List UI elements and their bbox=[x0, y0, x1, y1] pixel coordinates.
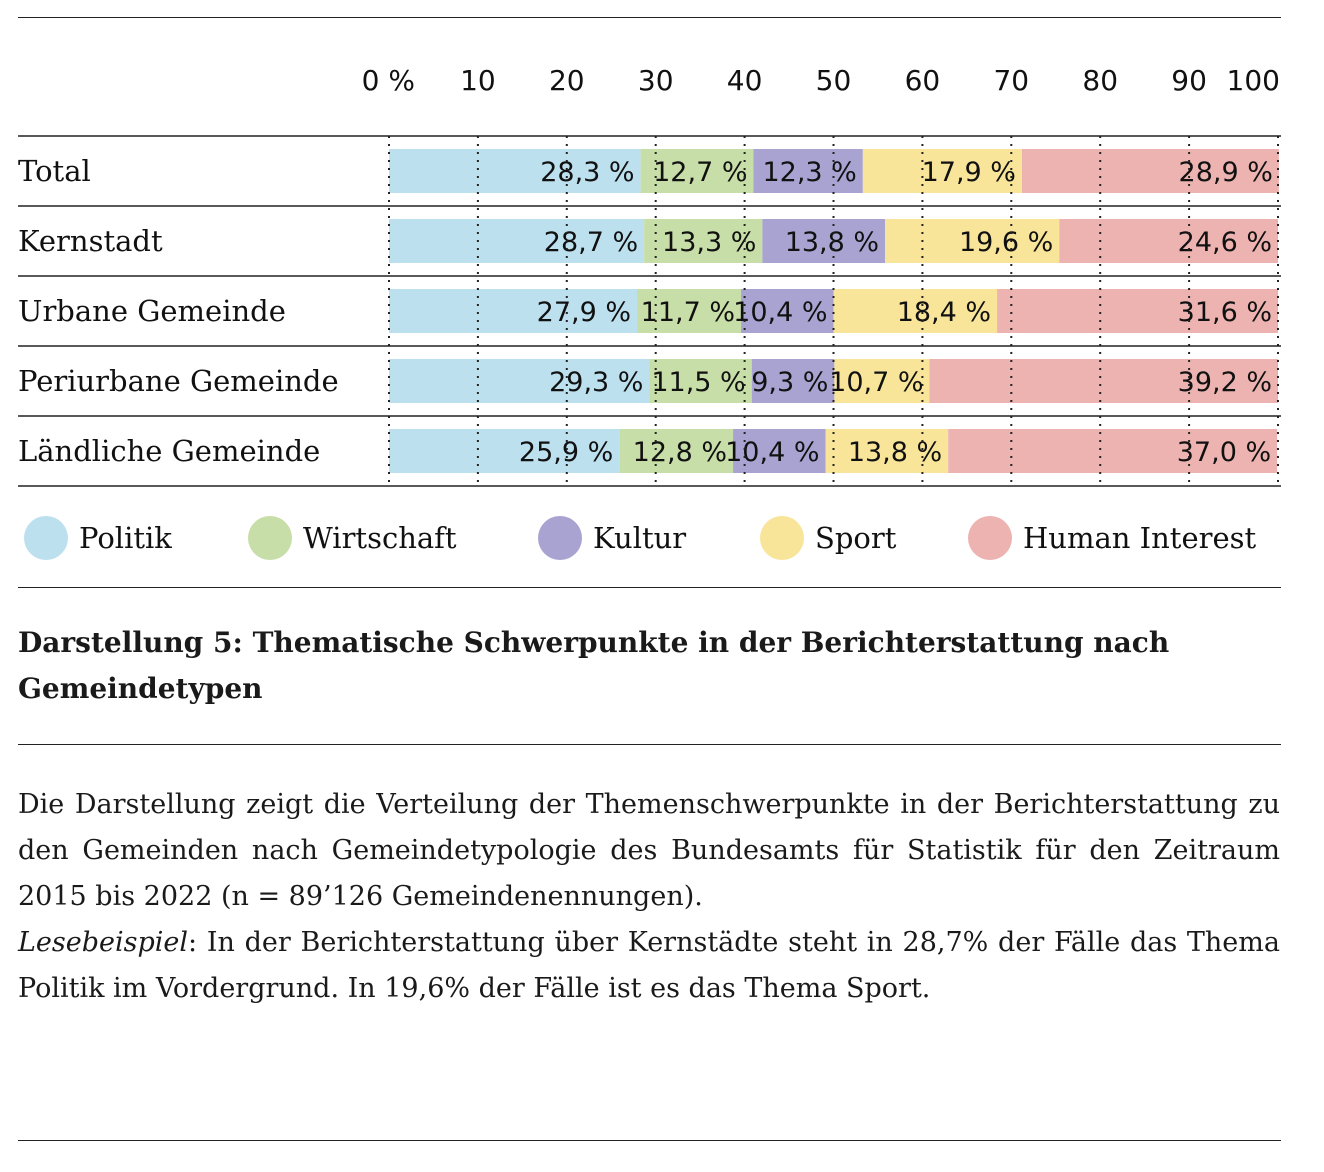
legend-label: Sport bbox=[815, 521, 897, 555]
data-label: 27,9 % bbox=[537, 297, 631, 328]
data-label: 11,5 % bbox=[651, 367, 745, 398]
bar-segment bbox=[644, 219, 763, 263]
description-paragraph: Die Darstellung zeigt die Verteilung der… bbox=[18, 789, 1280, 912]
data-label: 29,3 % bbox=[549, 367, 643, 398]
stacked-bar-chart: 0 % 10 20 30 40 50 60 70 80 90 100 Total 28,3 % 12,7 … bbox=[18, 64, 1281, 560]
category-label: Ländliche Gemeinde bbox=[18, 434, 320, 468]
category-label: Urbane Gemeinde bbox=[18, 294, 286, 328]
bar-segment bbox=[649, 359, 752, 403]
x-tick-label: 90 bbox=[1171, 64, 1207, 97]
reading-example: Lesebeispiel: In der Berichterstattung ü… bbox=[18, 920, 1280, 1012]
reading-example-label: Lesebeispiel bbox=[18, 927, 189, 958]
chart-bottom-rule bbox=[18, 587, 1281, 588]
legend-swatch bbox=[538, 516, 582, 560]
legend-label: Wirtschaft bbox=[303, 521, 457, 555]
data-label: 12,8 % bbox=[633, 437, 727, 468]
data-label: 19,6 % bbox=[959, 227, 1053, 258]
bar-segment bbox=[389, 429, 620, 473]
bar-segment bbox=[885, 219, 1060, 263]
legend-swatch bbox=[248, 516, 292, 560]
bar-segment bbox=[833, 289, 998, 333]
x-tick-label: 40 bbox=[727, 64, 763, 97]
bar-segment bbox=[741, 289, 834, 333]
bar-segment bbox=[751, 359, 835, 403]
bottom-rule bbox=[18, 1140, 1281, 1141]
reading-example-text: : In der Berichterstattung über Kernstäd… bbox=[18, 927, 1280, 1004]
bar-segment bbox=[619, 429, 734, 473]
data-label: 12,3 % bbox=[762, 157, 856, 188]
bar-segment bbox=[753, 149, 863, 193]
x-tick-label: 100 bbox=[1227, 64, 1280, 97]
legend-label: Politik bbox=[79, 521, 172, 555]
data-label: 31,6 % bbox=[1178, 297, 1272, 328]
category-label: Kernstadt bbox=[18, 224, 163, 258]
x-tick-label: 60 bbox=[905, 64, 941, 97]
data-label: 17,9 % bbox=[922, 157, 1016, 188]
figure-caption: Darstellung 5: Thematische Schwerpunkte … bbox=[18, 626, 1170, 705]
legend-label: Human Interest bbox=[1023, 521, 1257, 555]
data-label: 28,7 % bbox=[544, 227, 638, 258]
bar-segment bbox=[640, 149, 754, 193]
data-label: 10,4 % bbox=[733, 297, 827, 328]
legend-swatch bbox=[24, 516, 68, 560]
bar-segment bbox=[762, 219, 886, 263]
x-tick-label: 50 bbox=[816, 64, 852, 97]
data-label: 13,8 % bbox=[848, 437, 942, 468]
data-label: 9,3 % bbox=[751, 367, 828, 398]
legend-swatch bbox=[760, 516, 804, 560]
x-tick-label: 80 bbox=[1082, 64, 1118, 97]
bar-segment bbox=[825, 429, 949, 473]
caption-bottom-rule bbox=[18, 744, 1281, 745]
bar-segment bbox=[862, 149, 1022, 193]
data-label: 25,9 % bbox=[519, 437, 613, 468]
bar-segment bbox=[948, 429, 1278, 473]
bar-segment bbox=[1021, 149, 1279, 193]
x-tick-label: 30 bbox=[638, 64, 674, 97]
legend-label: Kultur bbox=[593, 521, 686, 555]
data-label: 12,7 % bbox=[653, 157, 747, 188]
bar-segment bbox=[637, 289, 742, 333]
bar-segment bbox=[929, 359, 1278, 403]
figure-description: Die Darstellung zeigt die Verteilung der… bbox=[18, 782, 1280, 1012]
bar-segment bbox=[1059, 219, 1278, 263]
x-tick-label: 0 % bbox=[362, 64, 415, 97]
category-label: Periurbane Gemeinde bbox=[18, 364, 339, 398]
data-label: 28,9 % bbox=[1179, 157, 1273, 188]
data-label: 10,7 % bbox=[829, 367, 923, 398]
data-label: 39,2 % bbox=[1178, 367, 1272, 398]
bar-segment bbox=[389, 359, 650, 403]
top-rule bbox=[18, 17, 1281, 18]
x-tick-label: 70 bbox=[993, 64, 1029, 97]
data-label: 24,6 % bbox=[1178, 227, 1272, 258]
bar-segment bbox=[389, 289, 638, 333]
x-tick-label: 10 bbox=[460, 64, 496, 97]
data-label: 28,3 % bbox=[540, 157, 634, 188]
bar-segment bbox=[389, 149, 641, 193]
data-label: 13,3 % bbox=[662, 227, 756, 258]
bar-segment bbox=[834, 359, 930, 403]
bar-segment bbox=[997, 289, 1278, 333]
data-label: 37,0 % bbox=[1177, 437, 1271, 468]
data-label: 13,8 % bbox=[785, 227, 879, 258]
category-label: Total bbox=[18, 154, 91, 188]
bar-segment bbox=[733, 429, 826, 473]
data-label: 10,4 % bbox=[725, 437, 819, 468]
data-label: 18,4 % bbox=[897, 297, 991, 328]
x-tick-label: 20 bbox=[549, 64, 585, 97]
bar-segment bbox=[389, 219, 645, 263]
legend-swatch bbox=[968, 516, 1012, 560]
